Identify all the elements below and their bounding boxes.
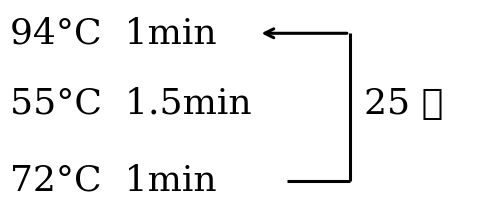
Text: 25 次: 25 次 [364,87,443,121]
Text: 55°C  1.5min: 55°C 1.5min [10,87,251,121]
Text: 94°C  1min: 94°C 1min [10,16,216,50]
Text: 72°C  1min: 72°C 1min [10,164,216,198]
